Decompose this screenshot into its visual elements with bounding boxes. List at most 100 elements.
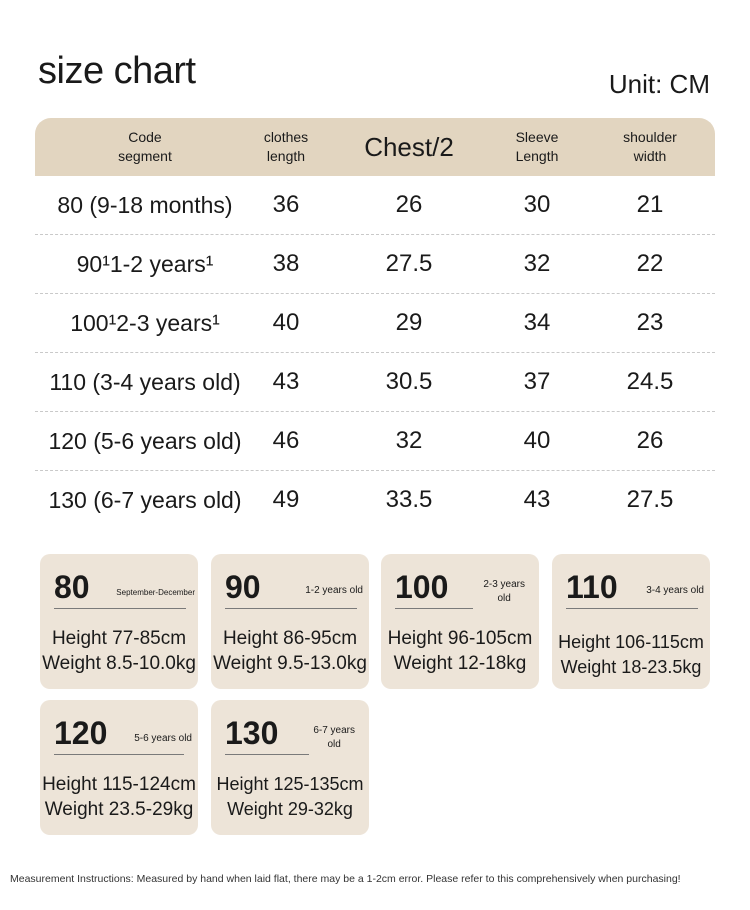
card-info: Height 96-105cm Weight 12-18kg [381, 626, 539, 676]
card-size: 120 [54, 715, 108, 751]
card-size: 130 [225, 715, 279, 751]
header-sleeve-line1: Sleeve [515, 129, 559, 145]
card-age-line: 2-3 years [483, 579, 525, 590]
card-age: 5-6 years old [134, 732, 192, 746]
cell-shoulder: 22 [636, 250, 664, 277]
unit-label: Unit: CM [608, 69, 710, 99]
cell-chest: 27.5 [385, 250, 433, 277]
card-height: Height 86-95cm [222, 628, 358, 649]
card-age-line: old [327, 739, 341, 750]
cell-shoulder: 26 [636, 427, 664, 454]
card-divider [395, 608, 473, 609]
table-header: Code segment clothes length Chest/2 Sleeve… [35, 118, 715, 176]
card-weight: Weight 9.5-13.0kg [213, 653, 367, 674]
card-age-line: 5-6 years old [134, 733, 192, 744]
size-card: 90 1-2 years old Height 86-95cm Weight 9… [211, 554, 369, 689]
card-age-line: 6-7 years [313, 725, 355, 736]
header-sleeve-length: Sleeve Length [505, 118, 569, 176]
header-sleeve-line2: Length [515, 148, 559, 164]
card-age: 2-3 years old [483, 578, 525, 606]
header-code-line2: segment [118, 148, 172, 164]
cell-sleeve: 30 [523, 191, 551, 218]
size-card: 110 3-4 years old Height 106-115cm Weigh… [552, 554, 710, 689]
header-clothes-length: clothes length [253, 118, 319, 176]
card-size: 80 [54, 569, 90, 605]
card-divider [54, 754, 184, 755]
cell-segment: 120 (5-6 years old) [48, 427, 242, 454]
card-age: September-December [116, 586, 195, 600]
card-weight: Weight 29-32kg [227, 799, 353, 819]
card-divider [225, 754, 309, 755]
cell-shoulder: 23 [636, 309, 664, 336]
table-row: 100¹2-3 years¹ 40 29 34 23 [35, 294, 715, 353]
cell-chest: 29 [395, 309, 423, 336]
card-info: Height 106-115cm Weight 18-23.5kg [552, 630, 710, 680]
card-age: 1-2 years old [305, 584, 363, 598]
card-age-line: September-December [116, 588, 195, 597]
card-divider [225, 608, 357, 609]
card-age-line: old [497, 593, 511, 604]
cell-chest: 32 [395, 427, 423, 454]
cell-length: 46 [272, 427, 300, 454]
cell-chest: 26 [395, 191, 423, 218]
header-code-line1: Code [128, 129, 162, 145]
cell-shoulder: 24.5 [626, 368, 674, 395]
page-title: size chart [38, 50, 196, 92]
size-card: 100 2-3 years old Height 96-105cm Weight … [381, 554, 539, 689]
card-divider [54, 608, 186, 609]
cell-sleeve: 34 [523, 309, 551, 336]
cell-length: 38 [272, 250, 300, 277]
table-row: 80 (9-18 months) 36 26 30 21 [35, 176, 715, 235]
cell-sleeve: 32 [523, 250, 551, 277]
size-table: Code segment clothes length Chest/2 Sleeve… [35, 118, 715, 529]
header-shoulder-line2: width [633, 148, 667, 164]
header-shoulder-width: shoulder width [595, 118, 705, 176]
card-divider [566, 608, 698, 609]
card-info: Height 77-85cm Weight 8.5-10.0kg [40, 626, 198, 676]
card-info: Height 115-124cm Weight 23.5-29kg [40, 772, 198, 822]
card-size: 90 [225, 569, 261, 605]
card-size: 110 [566, 569, 618, 605]
card-weight: Weight 12-18kg [393, 653, 527, 674]
cell-segment: 80 (9-18 months) [57, 191, 233, 218]
header-length-line2: length [266, 148, 306, 164]
cell-length: 49 [272, 486, 300, 513]
table-row: 120 (5-6 years old) 46 32 40 26 [35, 412, 715, 471]
measurement-note: Measurement Instructions: Measured by ha… [10, 873, 681, 885]
card-age: 6-7 years old [313, 724, 355, 752]
cell-length: 36 [272, 191, 300, 218]
cell-shoulder: 21 [636, 191, 664, 218]
table-row: 90¹1-2 years¹ 38 27.5 32 22 [35, 235, 715, 294]
card-size: 100 [395, 569, 449, 605]
card-age-line: 3-4 years old [646, 585, 704, 596]
table-row: 110 (3-4 years old) 43 30.5 37 24.5 [35, 353, 715, 412]
card-height: Height 77-85cm [51, 628, 187, 649]
size-card: 130 6-7 years old Height 125-135cm Weight… [211, 700, 369, 835]
card-height: Height 125-135cm [216, 774, 364, 794]
table-row: 130 (6-7 years old) 49 33.5 43 27.5 [35, 471, 715, 529]
cell-segment: 100¹2-3 years¹ [70, 309, 220, 336]
card-age-line: 1-2 years old [305, 585, 363, 596]
card-height: Height 96-105cm [387, 628, 533, 649]
cell-sleeve: 43 [523, 486, 551, 513]
cell-chest: 33.5 [385, 486, 433, 513]
card-info: Height 125-135cm Weight 29-32kg [211, 772, 369, 822]
cell-segment: 130 (6-7 years old) [48, 486, 242, 513]
card-height: Height 106-115cm [558, 632, 704, 652]
cell-length: 43 [272, 368, 300, 395]
card-age: 3-4 years old [646, 584, 704, 598]
size-card: 120 5-6 years old Height 115-124cm Weigh… [40, 700, 198, 835]
cell-sleeve: 40 [523, 427, 551, 454]
cell-segment: 110 (3-4 years old) [49, 368, 241, 395]
cell-chest: 30.5 [385, 368, 433, 395]
header-length-line1: clothes [263, 129, 309, 145]
card-info: Height 86-95cm Weight 9.5-13.0kg [211, 626, 369, 676]
card-weight: Weight 18-23.5kg [560, 657, 702, 677]
header-chest: Chest/2 [364, 131, 454, 162]
size-cards: 80 September-December Height 77-85cm Wei… [40, 554, 712, 836]
cell-segment: 90¹1-2 years¹ [76, 250, 214, 277]
cell-length: 40 [272, 309, 300, 336]
cell-sleeve: 37 [523, 368, 551, 395]
header-code-segment: Code segment [35, 118, 255, 176]
cell-shoulder: 27.5 [626, 486, 674, 513]
